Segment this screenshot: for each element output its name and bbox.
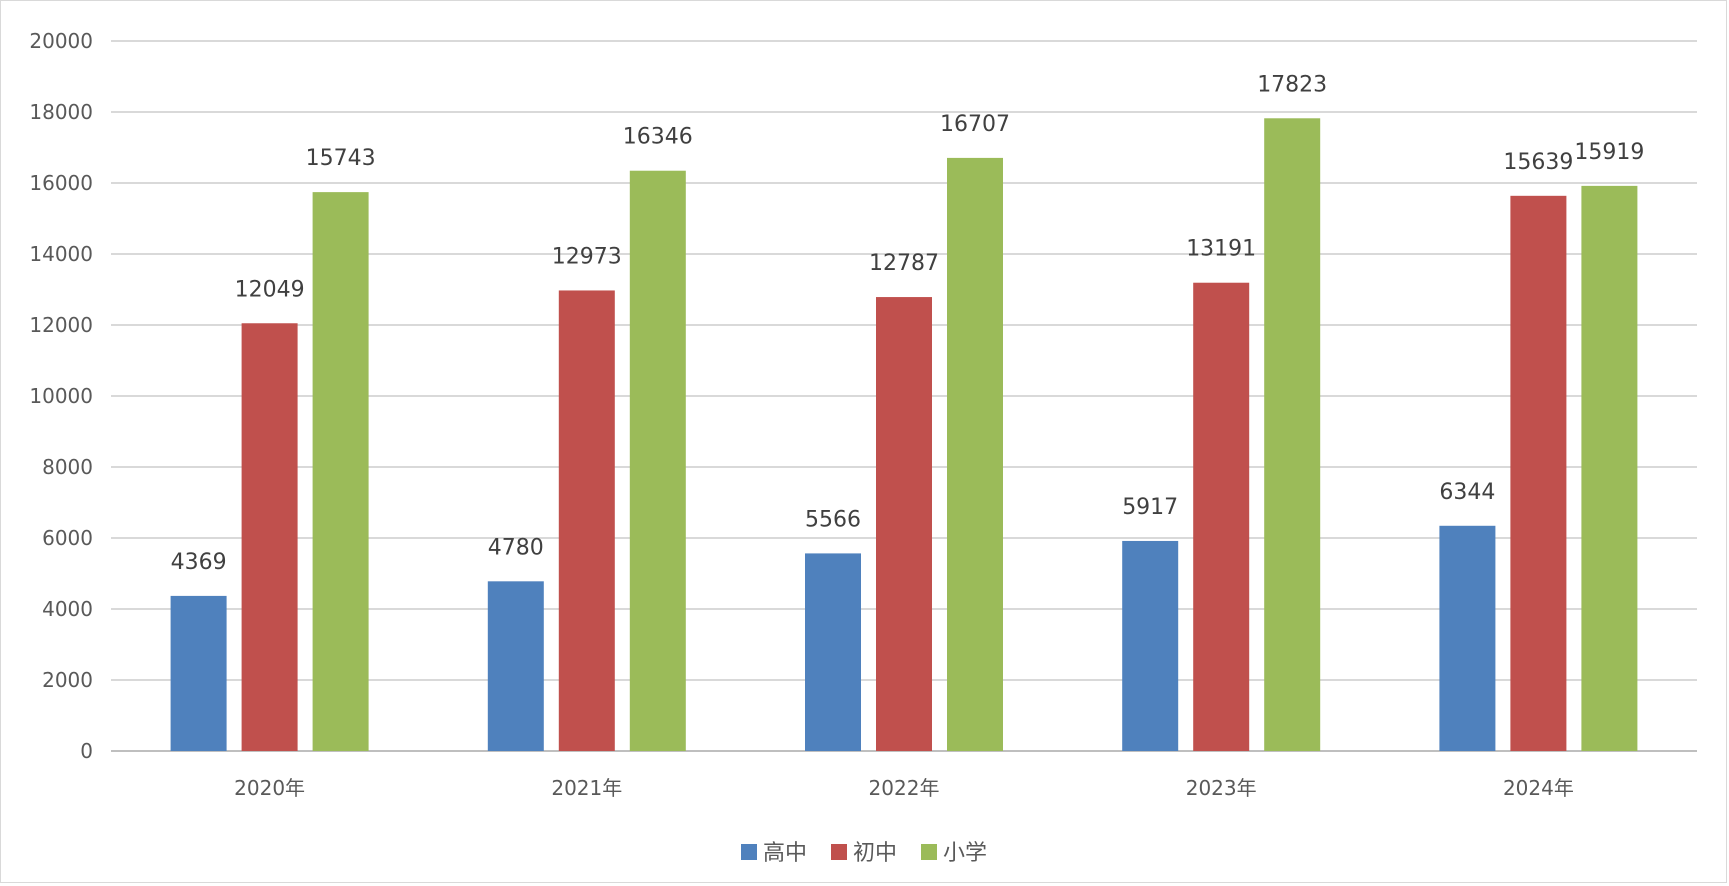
data-label: 15639 [1503,150,1573,175]
data-labels: 4369 12049 15743 4780 12973 16346 5566 12787 167… [171,72,1645,575]
data-label: 6344 [1439,480,1495,505]
y-tick-label: 10000 [29,384,93,408]
y-axis-ticks: 0 2000 4000 6000 8000 10000 12000 14000 16000 180… [29,29,93,763]
bar-初中-2021年 [558,290,615,751]
bar-小学-2021年 [629,170,686,752]
data-label: 15743 [306,146,376,171]
bar-高中-2021年 [487,581,544,751]
x-axis-ticks: 2020年 2021年 2022年 2023年 2024年 [234,776,1574,800]
x-tick-label: 2020年 [234,776,305,800]
y-tick-label: 20000 [29,29,93,53]
data-label: 12787 [869,251,939,276]
y-tick-label: 4000 [42,597,93,621]
bar-小学-2023年 [1264,118,1321,751]
data-label: 4780 [488,535,544,560]
x-tick-label: 2023年 [1186,776,1257,800]
x-tick-label: 2024年 [1503,776,1574,800]
y-tick-label: 2000 [42,668,93,692]
legend-swatch [831,844,847,860]
data-label: 12973 [552,244,622,269]
bar-小学-2024年 [1581,185,1638,752]
legend-label: 高中 [763,841,807,866]
bar-初中-2024年 [1510,195,1567,752]
y-tick-label: 14000 [29,242,93,266]
y-tick-label: 0 [80,739,93,763]
bar-初中-2020年 [241,323,298,751]
x-tick-label: 2022年 [869,776,940,800]
bar-初中-2023年 [1193,282,1250,751]
legend: 高中 初中 小学 [741,841,987,866]
y-tick-label: 6000 [42,526,93,550]
data-label: 16707 [940,112,1010,137]
data-label: 16346 [623,125,693,150]
y-tick-label: 8000 [42,455,93,479]
bar-高中-2023年 [1122,540,1179,751]
y-tick-label: 12000 [29,313,93,337]
data-label: 5917 [1122,495,1178,520]
bar-高中-2020年 [170,595,227,751]
data-label: 13191 [1186,237,1256,262]
bar-高中-2024年 [1439,525,1496,751]
data-label: 4369 [171,550,227,575]
bar-小学-2022年 [947,157,1003,752]
legend-swatch [921,844,937,860]
data-label: 17823 [1257,72,1327,97]
bar-高中-2022年 [805,553,861,751]
y-tick-label: 18000 [29,100,93,124]
legend-label: 小学 [943,841,987,866]
y-tick-label: 16000 [29,171,93,195]
data-label: 12049 [235,277,305,302]
legend-label: 初中 [853,841,897,866]
data-label: 5566 [805,507,861,532]
data-label: 15919 [1574,140,1644,165]
bar-小学-2020年 [312,192,369,751]
legend-swatch [741,844,757,860]
bar-初中-2022年 [876,297,932,751]
x-tick-label: 2021年 [551,776,622,800]
bars [170,118,1638,752]
